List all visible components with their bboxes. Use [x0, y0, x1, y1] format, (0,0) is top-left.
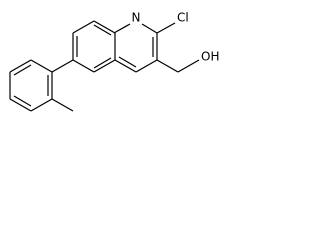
atom-label: Cl [177, 11, 189, 25]
bond [51, 59, 74, 73]
bond [93, 20, 116, 34]
bond [113, 23, 131, 34]
bond [93, 24, 112, 36]
bond [72, 59, 95, 73]
bond [51, 98, 74, 112]
bond [93, 57, 112, 69]
page: N Cl OH (() => { const data = JSON.parse… [0, 0, 259, 129]
bond [141, 23, 158, 34]
bond [135, 59, 158, 73]
atom-label: N [132, 11, 141, 25]
bond [156, 22, 176, 34]
bond [177, 59, 200, 73]
bond [156, 59, 179, 73]
bond [9, 59, 32, 73]
bond [13, 64, 32, 76]
bond [93, 59, 116, 73]
bond [13, 95, 32, 107]
bond [72, 20, 95, 34]
structure: N Cl OH [9, 11, 219, 112]
bonds [9, 20, 200, 112]
bond [114, 59, 137, 73]
atom-label: OH [201, 50, 219, 64]
bond [9, 98, 32, 112]
bond [30, 59, 53, 73]
bond [30, 98, 53, 112]
bond [118, 56, 137, 68]
